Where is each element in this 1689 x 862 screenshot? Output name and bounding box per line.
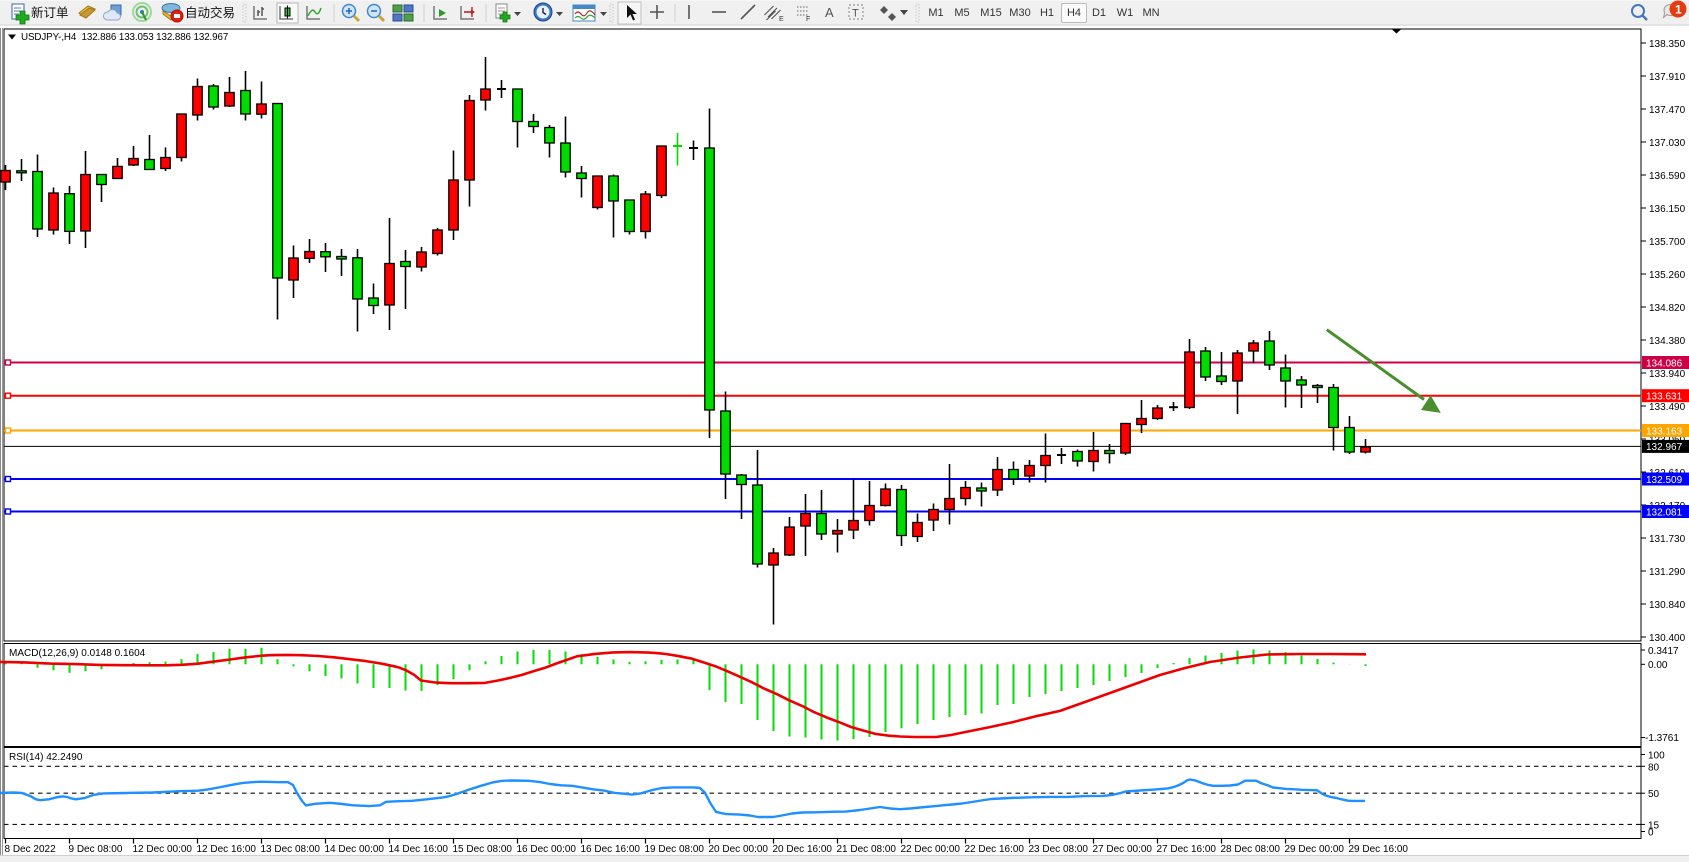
svg-text:132.509: 132.509 — [1646, 475, 1683, 486]
svg-text:29 Dec 16:00: 29 Dec 16:00 — [1349, 844, 1409, 855]
svg-text:134.380: 134.380 — [1649, 336, 1686, 347]
svg-text:USDJPY-,H4 132.886 133.053 13: USDJPY-,H4 132.886 133.053 132.886 132.9… — [21, 32, 228, 43]
svg-text:15 Dec 08:00: 15 Dec 08:00 — [453, 844, 513, 855]
svg-text:8 Dec 2022: 8 Dec 2022 — [5, 844, 57, 855]
svg-text:13 Dec 08:00: 13 Dec 08:00 — [261, 844, 321, 855]
svg-text:F: F — [806, 16, 810, 23]
svg-text:133.163: 133.163 — [1646, 426, 1683, 437]
svg-text:132.967: 132.967 — [1646, 442, 1683, 453]
svg-text:136.590: 136.590 — [1649, 171, 1686, 182]
svg-text:131.730: 131.730 — [1649, 534, 1686, 545]
svg-text:15: 15 — [1648, 820, 1660, 831]
svg-text:135.700: 135.700 — [1649, 237, 1686, 248]
svg-text:132.081: 132.081 — [1646, 507, 1683, 518]
svg-text:MACD(12,26,9) 0.0148 0.1604: MACD(12,26,9) 0.0148 0.1604 — [9, 648, 146, 659]
svg-text:0: 0 — [1648, 828, 1654, 839]
svg-text:12 Dec 16:00: 12 Dec 16:00 — [197, 844, 257, 855]
svg-text:29 Dec 00:00: 29 Dec 00:00 — [1285, 844, 1345, 855]
svg-text:23 Dec 08:00: 23 Dec 08:00 — [1029, 844, 1089, 855]
svg-text:27 Dec 00:00: 27 Dec 00:00 — [1093, 844, 1153, 855]
svg-text:20 Dec 16:00: 20 Dec 16:00 — [773, 844, 833, 855]
svg-text:130.400: 130.400 — [1649, 633, 1686, 644]
svg-text:14 Dec 00:00: 14 Dec 00:00 — [325, 844, 385, 855]
svg-text:130.840: 130.840 — [1649, 600, 1686, 611]
svg-text:22 Dec 16:00: 22 Dec 16:00 — [965, 844, 1025, 855]
svg-text:E: E — [779, 16, 784, 23]
svg-text:50: 50 — [1648, 789, 1660, 800]
svg-text:自动交易: 自动交易 — [185, 5, 235, 20]
svg-text:28 Dec 08:00: 28 Dec 08:00 — [1221, 844, 1281, 855]
svg-text:80: 80 — [1648, 762, 1660, 773]
svg-text:19 Dec 08:00: 19 Dec 08:00 — [645, 844, 705, 855]
svg-text:134.086: 134.086 — [1646, 358, 1683, 369]
svg-text:135.260: 135.260 — [1649, 270, 1686, 281]
svg-text:9 Dec 08:00: 9 Dec 08:00 — [69, 844, 123, 855]
svg-text:20 Dec 00:00: 20 Dec 00:00 — [709, 844, 769, 855]
svg-text:0.3417: 0.3417 — [1648, 646, 1679, 657]
svg-text:RSI(14) 42.2490: RSI(14) 42.2490 — [9, 752, 83, 763]
svg-text:137.030: 137.030 — [1649, 138, 1686, 149]
svg-text:131.290: 131.290 — [1649, 567, 1686, 578]
svg-text:1: 1 — [1675, 3, 1682, 17]
svg-text:16 Dec 16:00: 16 Dec 16:00 — [581, 844, 641, 855]
svg-text:16 Dec 00:00: 16 Dec 00:00 — [517, 844, 577, 855]
svg-text:A: A — [825, 5, 834, 20]
svg-text:100: 100 — [1648, 751, 1665, 762]
svg-text:0.00: 0.00 — [1648, 660, 1668, 671]
svg-text:137.470: 137.470 — [1649, 105, 1686, 116]
svg-text:21 Dec 08:00: 21 Dec 08:00 — [837, 844, 897, 855]
svg-text:14 Dec 16:00: 14 Dec 16:00 — [389, 844, 449, 855]
svg-text:-1.3761: -1.3761 — [1645, 733, 1679, 744]
svg-text:27 Dec 16:00: 27 Dec 16:00 — [1157, 844, 1217, 855]
svg-text:新订单: 新订单 — [31, 5, 69, 20]
svg-text:138.350: 138.350 — [1649, 39, 1686, 50]
svg-text:12 Dec 00:00: 12 Dec 00:00 — [133, 844, 193, 855]
svg-text:133.940: 133.940 — [1649, 369, 1686, 380]
svg-text:133.490: 133.490 — [1649, 402, 1686, 413]
svg-text:137.910: 137.910 — [1649, 72, 1686, 83]
svg-text:136.150: 136.150 — [1649, 204, 1686, 215]
svg-text:T: T — [852, 8, 859, 20]
svg-text:134.820: 134.820 — [1649, 303, 1686, 314]
svg-text:22 Dec 00:00: 22 Dec 00:00 — [901, 844, 961, 855]
svg-text:133.631: 133.631 — [1646, 392, 1683, 403]
